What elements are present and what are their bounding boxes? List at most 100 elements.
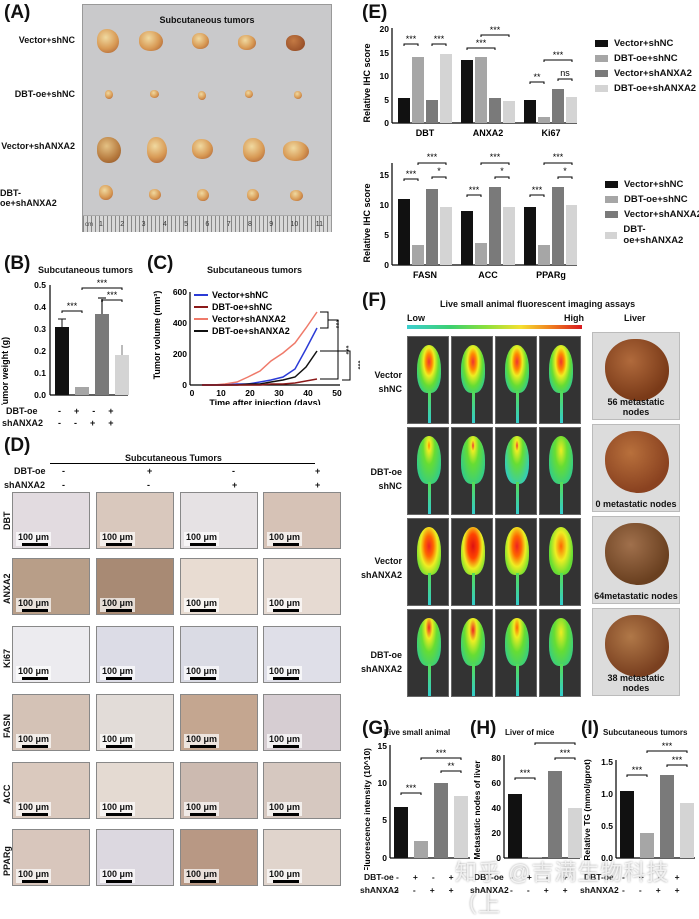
legend-item: DBT-oe+shNC bbox=[605, 194, 699, 205]
svg-text:5: 5 bbox=[382, 815, 387, 825]
ihc-label-anxa2: ANXA2 bbox=[2, 573, 12, 604]
svg-text:DBT-oe+shANXA2: DBT-oe+shANXA2 bbox=[212, 326, 290, 336]
legend-item: DBT-oe+shANXA2 bbox=[605, 224, 699, 246]
ihc-image: 100 μm bbox=[180, 626, 258, 683]
svg-text:***: *** bbox=[553, 50, 564, 60]
svg-text:***: *** bbox=[406, 169, 417, 179]
mouse-image bbox=[407, 518, 449, 606]
svg-text:Vector+shNC: Vector+shNC bbox=[212, 290, 269, 300]
panel-a-label: (A) bbox=[4, 2, 31, 23]
svg-text:Relative TG (mmol/gprot): Relative TG (mmol/gprot) bbox=[582, 759, 592, 861]
svg-text:5: 5 bbox=[384, 230, 389, 240]
d-row2-sign-4: + bbox=[315, 480, 321, 490]
svg-text:FASN: FASN bbox=[413, 270, 437, 280]
legend-item: Vector+shANXA2 bbox=[595, 68, 696, 79]
panel-e-bottom-chart: Relative IHC score 0 5 10 15 FASN ACC PP… bbox=[362, 152, 577, 280]
svg-text:400: 400 bbox=[173, 318, 187, 328]
svg-text:**: ** bbox=[533, 72, 541, 82]
ihc-image: 100 μm bbox=[180, 492, 258, 549]
svg-text:***: *** bbox=[632, 765, 643, 775]
f-row4-label: DBT-oe shANXA2 bbox=[360, 650, 402, 674]
d-row2-sign-3: + bbox=[232, 480, 238, 490]
d-row1-sign-2: + bbox=[147, 466, 153, 476]
svg-text:***: *** bbox=[406, 34, 417, 44]
mouse-image bbox=[451, 609, 493, 697]
panel-c-title: Subcutaneous tumors bbox=[207, 265, 303, 275]
svg-text:***: *** bbox=[341, 345, 350, 354]
intensity-color-scale bbox=[407, 325, 582, 329]
d-row2-label: shANXA2 bbox=[4, 480, 46, 490]
mouse-image bbox=[407, 427, 449, 515]
row-label-vector-shanxa2: Vector+shANXA2 bbox=[1, 141, 75, 151]
panel-d-title-rule bbox=[50, 463, 315, 464]
legend-item: DBT-oe+shANXA2 bbox=[595, 83, 696, 94]
panel-g-title: Live small animal bbox=[384, 728, 451, 737]
ihc-image: 100 μm bbox=[96, 626, 174, 683]
svg-text:***: *** bbox=[107, 290, 118, 300]
tumor bbox=[105, 90, 113, 99]
svg-text:0: 0 bbox=[382, 853, 387, 863]
svg-text:40: 40 bbox=[303, 388, 313, 398]
ihc-label-pparg: PPARg bbox=[2, 846, 12, 876]
tumor bbox=[286, 35, 305, 51]
svg-text:***: *** bbox=[490, 152, 501, 162]
f-row3-label: Vector shANXA2 bbox=[360, 556, 402, 580]
panel-e-label: (E) bbox=[362, 2, 388, 23]
panel-e-bottom-legend: Vector+shNC DBT-oe+shNC Vector+shANXA2 D… bbox=[605, 179, 699, 250]
b-row1-label: DBT-oe bbox=[6, 406, 38, 416]
g-row2-signs: - - + + bbox=[396, 885, 454, 895]
ihc-image: 100 μm bbox=[263, 762, 341, 819]
f-row2-label: DBT-oe shNC bbox=[370, 467, 403, 491]
panel-h-chart: Metastatic nodes of liver 0 20 40 60 80 … bbox=[472, 740, 582, 863]
tumor bbox=[294, 91, 302, 99]
panel-d-label: (D) bbox=[4, 435, 31, 456]
svg-text:0.4: 0.4 bbox=[34, 302, 46, 312]
ihc-image: 100 μm bbox=[180, 694, 258, 751]
ihc-image: 100 μm bbox=[12, 762, 90, 819]
svg-text:*: * bbox=[437, 166, 441, 176]
ihc-image: 100 μm bbox=[12, 492, 90, 549]
tumor bbox=[97, 29, 119, 53]
h-row1-signs: - + - + bbox=[510, 872, 568, 882]
svg-text:0.5: 0.5 bbox=[601, 821, 613, 831]
tumor bbox=[97, 137, 121, 163]
svg-text:40: 40 bbox=[492, 803, 502, 813]
svg-text:10: 10 bbox=[380, 71, 390, 81]
svg-text:***: *** bbox=[553, 152, 564, 162]
ihc-image: 100 μm bbox=[96, 492, 174, 549]
svg-text:***: *** bbox=[406, 783, 417, 793]
ihc-image: 100 μm bbox=[12, 694, 90, 751]
svg-text:***: *** bbox=[353, 360, 360, 369]
svg-text:0: 0 bbox=[190, 388, 195, 398]
tumor bbox=[99, 185, 113, 200]
panel-f-label: (F) bbox=[362, 290, 387, 311]
ihc-label-acc: ACC bbox=[2, 784, 12, 805]
svg-text:***: *** bbox=[672, 755, 683, 765]
svg-text:***: *** bbox=[469, 185, 480, 195]
svg-text:15: 15 bbox=[380, 48, 390, 58]
g-row2-label: shANXA2 bbox=[360, 885, 399, 895]
svg-text:Relative IHC score: Relative IHC score bbox=[362, 43, 372, 122]
svg-text:15: 15 bbox=[380, 170, 390, 180]
ihc-image: 100 μm bbox=[180, 762, 258, 819]
liver-photo: 38 metastatic nodes bbox=[592, 608, 680, 696]
svg-text:20: 20 bbox=[492, 828, 502, 838]
b-row2-label: shANXA2 bbox=[2, 418, 44, 428]
panel-e-top-legend: Vector+shNC DBT-oe+shNC Vector+shANXA2 D… bbox=[595, 38, 696, 98]
liver-photo: 56 metastatic nodes bbox=[592, 332, 680, 420]
liver-photo: 0 metastatic nodes bbox=[592, 424, 680, 512]
svg-text:ns: ns bbox=[560, 68, 570, 78]
svg-text:***: *** bbox=[434, 34, 445, 44]
panel-g-label: (G) bbox=[362, 718, 390, 739]
svg-text:10: 10 bbox=[378, 778, 388, 788]
mouse-image bbox=[539, 336, 581, 424]
svg-text:10: 10 bbox=[216, 388, 226, 398]
panel-b-title: Subcutaneous tumors bbox=[38, 265, 134, 275]
svg-text:**: ** bbox=[447, 761, 455, 771]
d-row2-sign-2: - bbox=[147, 480, 150, 490]
row-label-vector-shnc: Vector+shNC bbox=[18, 35, 75, 45]
ihc-image: 100 μm bbox=[263, 492, 341, 549]
ihc-image: 100 μm bbox=[263, 558, 341, 615]
legend-item: Vector+shNC bbox=[605, 179, 699, 190]
mouse-image bbox=[451, 427, 493, 515]
